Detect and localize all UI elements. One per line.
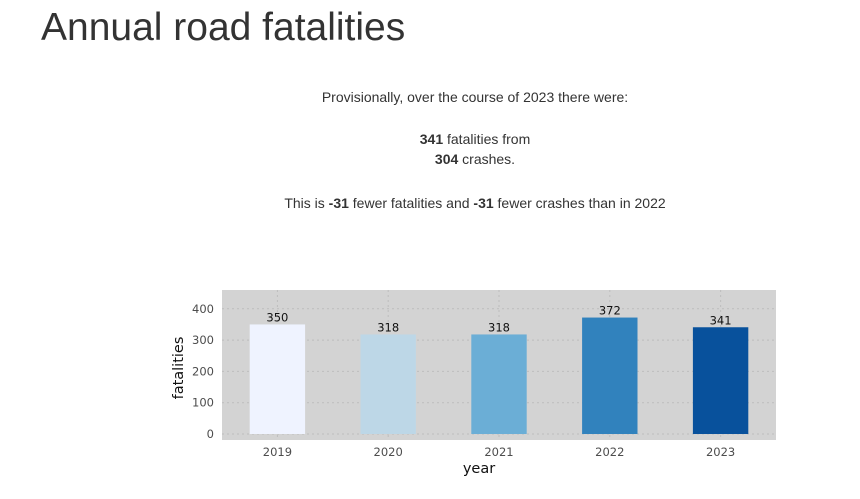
x-tick-label: 2021 [484, 445, 513, 459]
bar-2022 [582, 317, 638, 434]
fatalities-bar-chart: 350 318 318 372 341 0 100 200 300 400 2019 2020 2021… [171, 290, 776, 477]
x-axis-title: year [463, 461, 495, 477]
page-title: Annual road fatalities [41, 6, 406, 49]
fatalities-suffix: fatalities from [443, 131, 531, 147]
summary-fatalities: 341 fatalities from [0, 131, 860, 147]
bar-2023 [692, 327, 749, 434]
fatalities-diff: -31 [328, 195, 349, 211]
bar-2019 [249, 324, 306, 434]
y-tick-label: 200 [192, 364, 214, 378]
crashes-suffix: crashes. [458, 151, 516, 167]
summary-crashes: 304 crashes. [0, 151, 860, 167]
summary-intro: Provisionally, over the course of 2023 t… [321, 89, 629, 105]
y-tick-label: 100 [192, 396, 214, 410]
y-tick-label: 0 [207, 427, 214, 441]
bar-value-label: 318 [377, 320, 399, 334]
bar-value-label: 341 [710, 313, 732, 327]
bar-value-label: 372 [599, 304, 621, 318]
y-tick-label: 400 [192, 302, 214, 316]
fatalities-count: 341 [419, 131, 444, 147]
y-axis-title: fatalities [171, 337, 187, 400]
compare-mid: fewer fatalities and [348, 195, 474, 211]
x-tick-label: 2019 [263, 445, 292, 459]
crashes-diff: -31 [473, 195, 494, 211]
bar-value-label: 318 [488, 320, 510, 334]
x-tick-label: 2020 [374, 445, 403, 459]
bar-2020 [360, 334, 416, 434]
compare-suffix: fewer crashes than in 2022 [493, 195, 666, 211]
summary-comparison: This is -31 fewer fatalities and -31 few… [0, 195, 860, 211]
bar-2021 [471, 334, 527, 434]
crashes-count: 304 [434, 151, 459, 167]
x-tick-label: 2023 [706, 445, 735, 459]
x-tick-label: 2022 [595, 445, 624, 459]
y-tick-label: 300 [192, 333, 214, 347]
compare-prefix: This is [284, 195, 329, 211]
bar-value-label: 350 [266, 310, 288, 324]
